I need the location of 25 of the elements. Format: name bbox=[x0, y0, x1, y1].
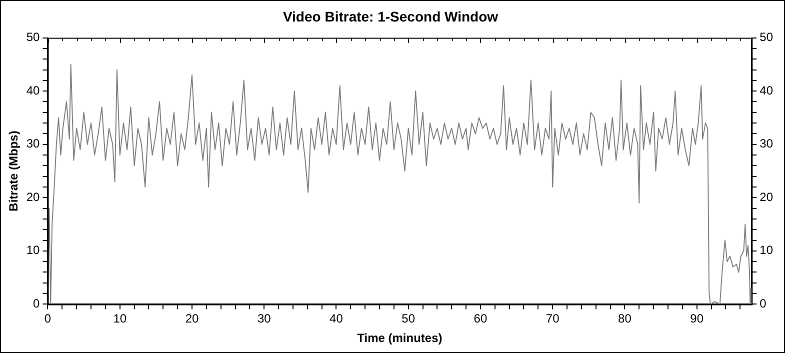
chart-title: Video Bitrate: 1-Second Window bbox=[282, 8, 498, 24]
y-axis-title: Bitrate (Mbps) bbox=[6, 130, 21, 212]
y-tick-label: 30 bbox=[26, 136, 40, 151]
y2-tick-label: 20 bbox=[760, 190, 774, 204]
x-tick-label: 0 bbox=[44, 312, 52, 326]
x-tick-label: 10 bbox=[113, 312, 127, 326]
x-tick-label: 50 bbox=[402, 312, 416, 326]
x-tick-label: 70 bbox=[546, 312, 560, 326]
y2-tick-label: 10 bbox=[760, 243, 774, 258]
x-tick-label: 90 bbox=[690, 312, 704, 326]
x-tick-label: 60 bbox=[474, 312, 488, 326]
y-tick-label: 10 bbox=[26, 243, 40, 258]
x-tick-label: 20 bbox=[185, 312, 199, 326]
y2-tick-label: 30 bbox=[760, 136, 774, 151]
y2-tick-label: 50 bbox=[760, 30, 774, 44]
x-axis-title: Time (minutes) bbox=[357, 331, 442, 346]
y-tick-label: 20 bbox=[26, 190, 40, 204]
x-tick-label: 30 bbox=[257, 312, 272, 326]
y2-tick-label: 40 bbox=[760, 83, 774, 98]
y-tick-label: 40 bbox=[26, 83, 40, 98]
x-tick-label: 40 bbox=[330, 312, 344, 326]
y-tick-label: 0 bbox=[33, 296, 40, 311]
x-tick-label: 80 bbox=[618, 312, 632, 326]
y-tick-label: 50 bbox=[26, 30, 40, 44]
y2-tick-label: 0 bbox=[760, 296, 767, 311]
